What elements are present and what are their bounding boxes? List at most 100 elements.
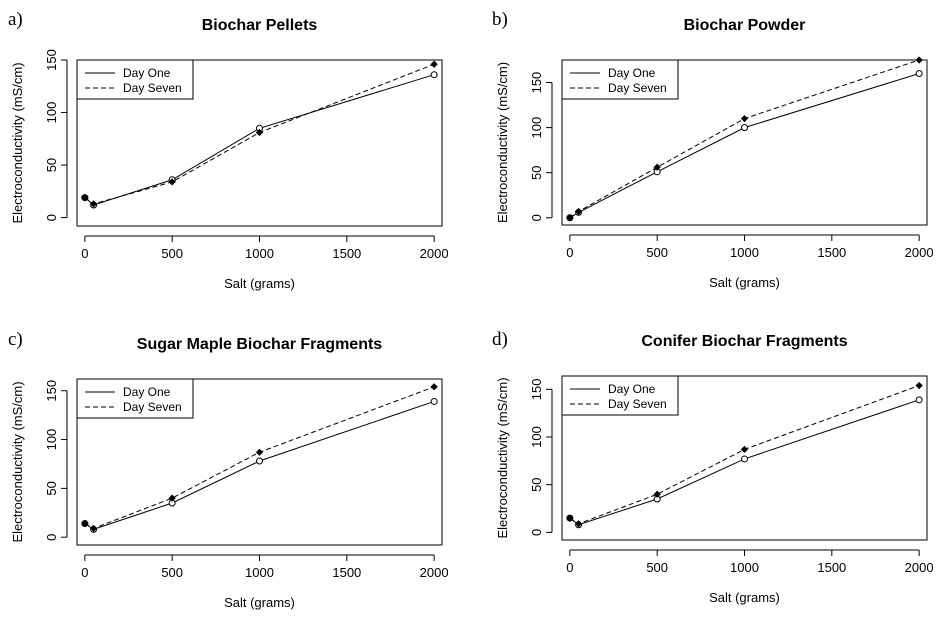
y-tick-label: 0 xyxy=(529,214,544,221)
y-tick-label: 50 xyxy=(529,165,544,179)
data-point-day-one xyxy=(430,71,438,79)
plot-frame xyxy=(561,59,928,226)
data-point-day-seven xyxy=(653,490,661,498)
x-axis-label: Salt (grams) xyxy=(709,590,780,605)
data-point-day-seven xyxy=(168,494,176,502)
chart-title: Biochar Powder xyxy=(684,17,806,34)
data-point-day-seven xyxy=(255,128,264,137)
x-axis-label: Salt (grams) xyxy=(224,595,295,610)
data-point-day-seven xyxy=(574,207,583,216)
panel-letter: b) xyxy=(492,9,508,30)
x-tick-label: 1500 xyxy=(332,246,361,261)
legend-label: Day Seven xyxy=(123,81,182,95)
data-point-day-seven xyxy=(740,114,749,123)
legend-box xyxy=(76,378,194,419)
data-point-day-seven xyxy=(915,381,923,390)
data-point-day-one xyxy=(741,124,748,132)
legend-box xyxy=(76,59,194,100)
x-tick-label: 2000 xyxy=(905,245,934,260)
y-tick-label: 50 xyxy=(529,477,544,491)
y-axis-label: Electroconductivity (mS/cm) xyxy=(495,62,510,223)
data-point-day-one xyxy=(256,457,263,465)
panel-letter: d) xyxy=(492,329,508,350)
x-axis-label: Salt (grams) xyxy=(224,276,295,291)
x-tick-label: 2000 xyxy=(420,565,449,580)
x-tick-label: 1500 xyxy=(332,565,361,580)
legend-label: Day One xyxy=(608,66,656,80)
y-axis-label: Electroconductivity (mS/cm) xyxy=(495,377,510,538)
x-tick-label: 1500 xyxy=(817,245,846,260)
x-tick-label: 500 xyxy=(646,560,668,575)
y-tick-label: 100 xyxy=(529,117,544,139)
data-point-day-seven xyxy=(255,448,264,456)
legend-label: Day Seven xyxy=(608,81,667,95)
y-tick-label: 100 xyxy=(44,429,59,451)
legend-box xyxy=(561,375,679,416)
data-point-day-seven xyxy=(89,524,98,533)
legend-label: Day One xyxy=(123,66,171,80)
x-tick-label: 0 xyxy=(566,560,573,575)
data-point-day-seven xyxy=(81,519,89,528)
legend-label: Day One xyxy=(608,382,656,396)
data-point-day-seven xyxy=(81,194,89,202)
data-point-day-seven xyxy=(566,514,574,522)
data-point-day-seven xyxy=(168,178,176,186)
y-axis-label: Electroconductivity (mS/cm) xyxy=(10,62,25,223)
x-tick-label: 2000 xyxy=(905,560,934,575)
data-point-day-seven xyxy=(430,383,438,391)
series-line-day-one xyxy=(84,400,435,530)
y-tick-label: 50 xyxy=(44,481,59,495)
y-tick-label: 50 xyxy=(44,158,59,172)
x-axis-label: Salt (grams) xyxy=(709,275,780,290)
x-tick-label: 2000 xyxy=(420,246,449,261)
data-point-day-seven xyxy=(89,200,98,208)
x-tick-label: 500 xyxy=(646,245,668,260)
y-tick-label: 0 xyxy=(44,214,59,221)
data-point-day-one xyxy=(430,397,438,405)
plot-frame xyxy=(561,375,928,541)
data-point-day-seven xyxy=(740,445,749,454)
data-point-day-one xyxy=(915,70,923,78)
x-tick-label: 1000 xyxy=(245,565,274,580)
legend-label: Day Seven xyxy=(608,397,667,411)
plot-frame xyxy=(76,59,443,227)
y-tick-label: 0 xyxy=(529,529,544,536)
chart-title: Sugar Maple Biochar Fragments xyxy=(137,336,382,353)
x-tick-label: 0 xyxy=(566,245,573,260)
data-point-day-seven xyxy=(653,163,661,171)
legend-box xyxy=(561,59,679,100)
y-tick-label: 150 xyxy=(44,49,59,71)
x-tick-label: 1000 xyxy=(730,245,759,260)
y-tick-label: 0 xyxy=(44,534,59,541)
chart-title: Biochar Pellets xyxy=(202,17,318,34)
y-tick-label: 150 xyxy=(44,380,59,402)
data-point-day-seven xyxy=(430,60,438,68)
plot-frame xyxy=(76,378,443,546)
data-point-day-one xyxy=(915,396,923,404)
y-axis-label: Electroconductivity (mS/cm) xyxy=(10,381,25,542)
data-point-day-seven xyxy=(915,56,923,64)
x-tick-label: 0 xyxy=(81,565,88,580)
panel-letter: c) xyxy=(8,329,23,350)
data-point-day-seven xyxy=(566,214,574,222)
x-tick-label: 1000 xyxy=(730,560,759,575)
chart-title: Conifer Biochar Fragments xyxy=(641,333,847,350)
y-tick-label: 100 xyxy=(44,102,59,124)
legend-label: Day Seven xyxy=(123,400,182,414)
data-point-day-one xyxy=(741,455,748,463)
x-tick-label: 500 xyxy=(161,246,183,261)
panel-letter: a) xyxy=(8,9,23,30)
y-tick-label: 100 xyxy=(529,426,544,448)
x-tick-label: 500 xyxy=(161,565,183,580)
y-tick-label: 150 xyxy=(529,72,544,94)
data-point-day-seven xyxy=(574,520,583,528)
